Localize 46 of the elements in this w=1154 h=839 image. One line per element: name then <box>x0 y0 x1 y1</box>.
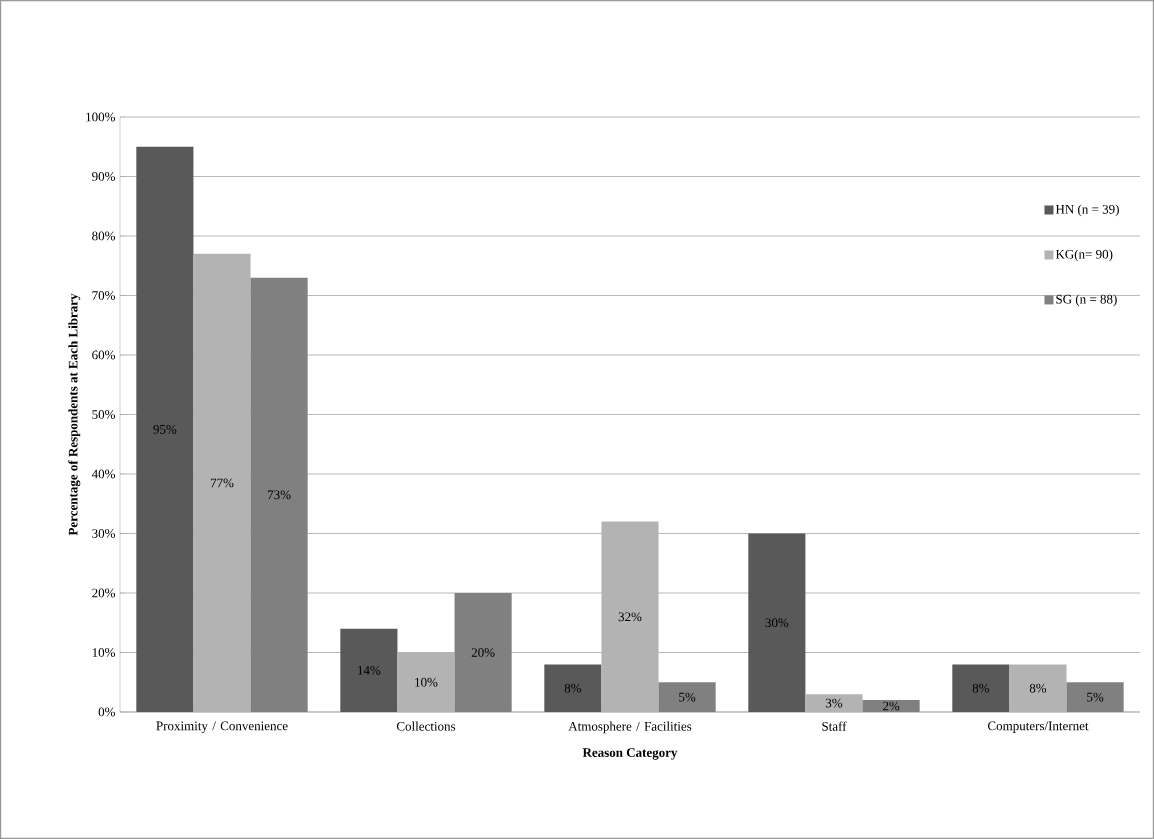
y-axis-title: Percentage of Respondents at Each Library <box>68 293 81 536</box>
data-label: 95% <box>153 424 177 434</box>
bar <box>544 664 602 712</box>
y-tick-label: 30% <box>92 529 116 538</box>
data-label: 8% <box>972 683 990 693</box>
data-label: 3% <box>825 698 843 708</box>
data-label: 8% <box>564 683 582 693</box>
bar <box>397 652 455 712</box>
x-tick-label: Collections <box>396 721 456 731</box>
data-label: 10% <box>415 677 438 687</box>
x-tick-label: Atmosphere / Facilities <box>568 721 692 734</box>
x-tick-label: Staff <box>822 721 847 731</box>
data-label: 14% <box>358 665 381 675</box>
data-label: 20% <box>471 648 495 657</box>
data-label: 30% <box>765 618 789 628</box>
y-tick-label: 40% <box>91 469 116 479</box>
legend-label: HN (n = 39) <box>1055 204 1119 217</box>
data-label: 5% <box>679 692 696 702</box>
data-label: 73% <box>268 490 291 500</box>
bar <box>1009 664 1067 712</box>
y-tick-label: 90% <box>92 172 116 181</box>
y-tick-label: 60% <box>92 350 116 360</box>
bar <box>805 694 863 712</box>
x-tick-label: Proximity / Convenience <box>156 721 288 733</box>
data-label: 8% <box>1029 683 1047 693</box>
y-tick-label: 100% <box>86 112 116 122</box>
bar <box>193 253 251 712</box>
legend-label: SG (n = 88) <box>1056 294 1117 307</box>
data-label: 2% <box>883 701 900 711</box>
y-tick-label: 0% <box>98 707 116 717</box>
y-tick-label: 10% <box>92 648 116 657</box>
bar <box>136 146 194 712</box>
data-label: 77% <box>210 478 234 488</box>
x-axis-title: Reason Category <box>582 748 678 760</box>
legend-label: KG(n= 90) <box>1055 249 1113 262</box>
data-label: 32% <box>618 612 642 622</box>
bar <box>952 664 1010 712</box>
x-tick-label: Computers/Internet <box>987 721 1089 733</box>
y-tick-label: 50% <box>92 410 116 419</box>
bar <box>601 521 659 712</box>
data-label: 5% <box>1087 692 1104 702</box>
y-tick-label: 80% <box>92 231 116 241</box>
y-tick-label: 70% <box>92 291 116 300</box>
bar <box>748 533 806 712</box>
bar <box>340 628 398 712</box>
y-tick-label: 20% <box>92 588 116 598</box>
